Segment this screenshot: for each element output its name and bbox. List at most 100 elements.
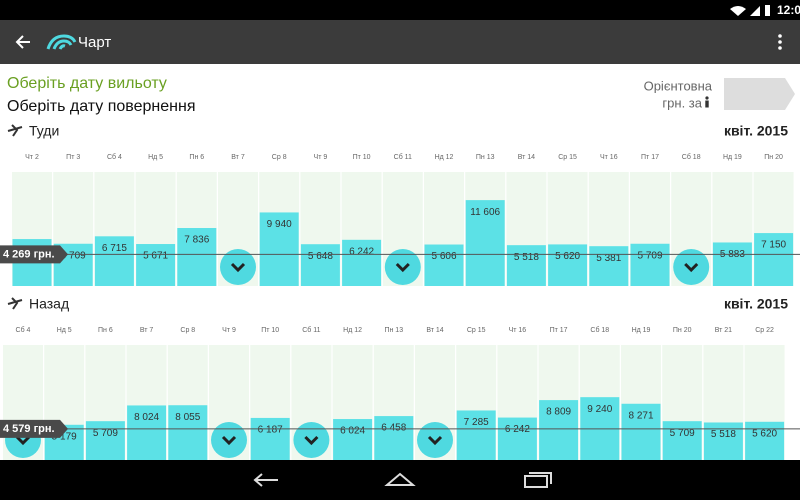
return-title: Назад: [29, 296, 69, 312]
day-label: Сб 18: [590, 326, 609, 334]
price-bar: [85, 421, 125, 460]
price-bar: [506, 245, 546, 286]
day-label: Сб 18: [682, 153, 701, 161]
expand-circle: [211, 422, 247, 458]
price-bar: [250, 417, 290, 460]
expand-chevron: [304, 435, 319, 446]
wifi-icon: [730, 6, 746, 16]
price-label: 5 709: [637, 250, 662, 261]
day-label: Нд 12: [343, 327, 362, 334]
outbound-month: квіт. 2015: [724, 123, 788, 139]
price-label: 5 671: [143, 251, 168, 262]
nav-home[interactable]: [384, 472, 416, 486]
back-button[interactable]: [15, 35, 30, 49]
price-label: 6 024: [340, 426, 365, 437]
expand-circle: [417, 422, 453, 458]
price-label: 7 836: [184, 235, 209, 246]
day-label: Вт 7: [140, 327, 154, 334]
day-label: Пт 17: [550, 327, 568, 334]
day-label: Пт 17: [641, 154, 659, 161]
price-bar: [703, 422, 743, 460]
day-label: Сб 4: [107, 153, 122, 161]
day-label: Ср 15: [467, 327, 486, 334]
nav-back[interactable]: [253, 473, 278, 487]
price-label: 6 187: [258, 425, 283, 436]
expand-button[interactable]: [384, 249, 421, 285]
departure-prompt[interactable]: Оберіть дату вильоту: [7, 75, 167, 92]
price-label: 5 518: [514, 252, 539, 263]
price-label: 9 240: [587, 404, 612, 415]
price-bar: [548, 244, 588, 286]
day-label: Пн 20: [673, 327, 692, 334]
outbound-title: Туди: [29, 123, 59, 139]
price-label: 11 606: [470, 207, 500, 218]
day-label: Нд 5: [57, 327, 72, 334]
day-label: Пт 10: [353, 154, 371, 161]
price-note-line2: грн. за: [662, 95, 702, 110]
price-bar: [127, 405, 167, 460]
expand-chevron: [230, 262, 246, 273]
app-bar: [0, 20, 800, 64]
expand-chevron: [684, 262, 699, 273]
expand-button[interactable]: [220, 249, 256, 285]
outbound-plane-icon: [7, 124, 23, 137]
clock: 12:00: [777, 3, 800, 17]
day-label: Чт 2: [25, 154, 39, 161]
price-label: 8 024: [134, 412, 159, 423]
average-tag: [0, 245, 68, 264]
expand-button[interactable]: [673, 249, 710, 285]
average-label: 4 269 грн.: [3, 248, 55, 260]
price-label: 7 150: [761, 240, 786, 251]
nav-recents[interactable]: [524, 472, 552, 488]
passenger-selector[interactable]: [724, 78, 795, 110]
day-label: Вт 7: [231, 154, 245, 161]
price-bar: [374, 416, 414, 460]
price-label: 5 518: [711, 429, 736, 440]
app-logo: [46, 34, 77, 50]
day-label: Ср 8: [272, 154, 287, 161]
price-bar: [465, 200, 505, 286]
day-label: Вт 21: [715, 327, 732, 334]
expand-button[interactable]: [293, 422, 330, 458]
price-bar: [539, 400, 579, 460]
price-label: 5 179: [52, 431, 77, 442]
return-plane-icon: [7, 297, 23, 310]
price-label: 6 458: [381, 423, 406, 434]
day-label: Нд 19: [723, 154, 742, 161]
price-label: 5 709: [670, 428, 695, 439]
person-icon: [705, 96, 709, 108]
average-tag: [0, 419, 68, 438]
day-label: Пн 6: [98, 327, 113, 334]
day-label: Чт 16: [600, 154, 618, 161]
return-prompt[interactable]: Оберіть дату повернення: [7, 98, 195, 115]
day-label: Вт 14: [426, 327, 443, 334]
price-bar: [342, 239, 382, 286]
expand-button[interactable]: [417, 422, 453, 458]
day-label: Ср 8: [180, 327, 195, 334]
price-bar: [745, 421, 785, 460]
price-bar: [94, 236, 134, 286]
day-label: Пт 3: [66, 154, 80, 161]
day-label: Нд 12: [435, 154, 454, 161]
expand-circle: [220, 249, 256, 285]
return-month: квіт. 2015: [724, 296, 788, 312]
menu-button[interactable]: [778, 34, 782, 50]
battery-icon: [765, 5, 770, 16]
price-label: 6 715: [102, 243, 127, 254]
price-label: 5 606: [431, 251, 456, 262]
day-label: Пн 13: [476, 154, 495, 161]
price-bar: [177, 228, 217, 286]
expand-button[interactable]: [211, 422, 247, 458]
price-label: 5 648: [308, 251, 333, 262]
expand-circle: [673, 249, 710, 285]
day-label: Пт 10: [261, 327, 279, 334]
price-label: 8 271: [628, 410, 653, 421]
price-bar: [662, 421, 702, 460]
day-label: Нд 5: [148, 154, 163, 161]
app-title: Чарт: [78, 34, 111, 51]
price-label: 6 242: [505, 424, 530, 435]
price-bar: [497, 417, 537, 460]
signal-icon: [750, 6, 760, 16]
price-label: 5 620: [752, 428, 777, 439]
price-label: 5 381: [596, 253, 621, 264]
